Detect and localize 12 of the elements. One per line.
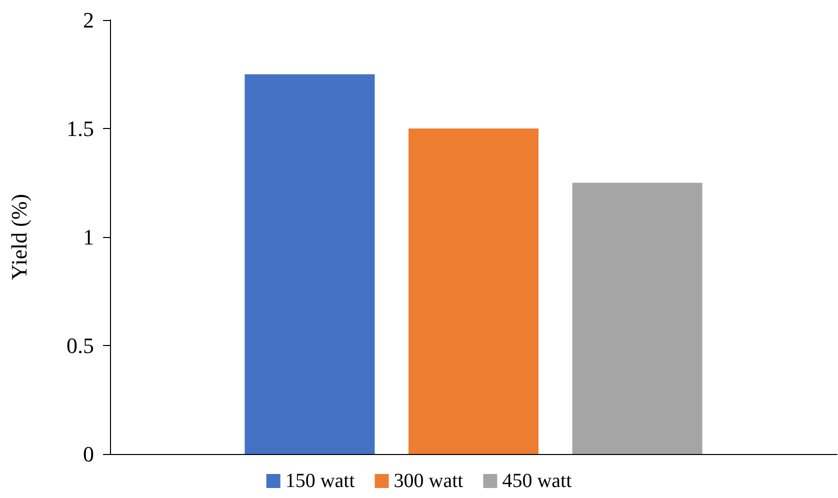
legend-label: 150 watt — [285, 470, 356, 492]
legend-label: 300 watt — [394, 470, 464, 492]
y-tick-label: 2 — [83, 8, 94, 32]
y-tick-label: 0 — [83, 442, 94, 466]
y-axis-title: Yield (%) — [6, 194, 32, 280]
bar — [244, 74, 375, 454]
y-tick-label: 0.5 — [66, 333, 94, 358]
y-tick-label: 1.5 — [66, 116, 94, 141]
bar — [572, 182, 702, 454]
y-tick-label: 1 — [83, 224, 94, 250]
bar — [408, 128, 538, 454]
legend-label: 450 watt — [502, 470, 572, 492]
